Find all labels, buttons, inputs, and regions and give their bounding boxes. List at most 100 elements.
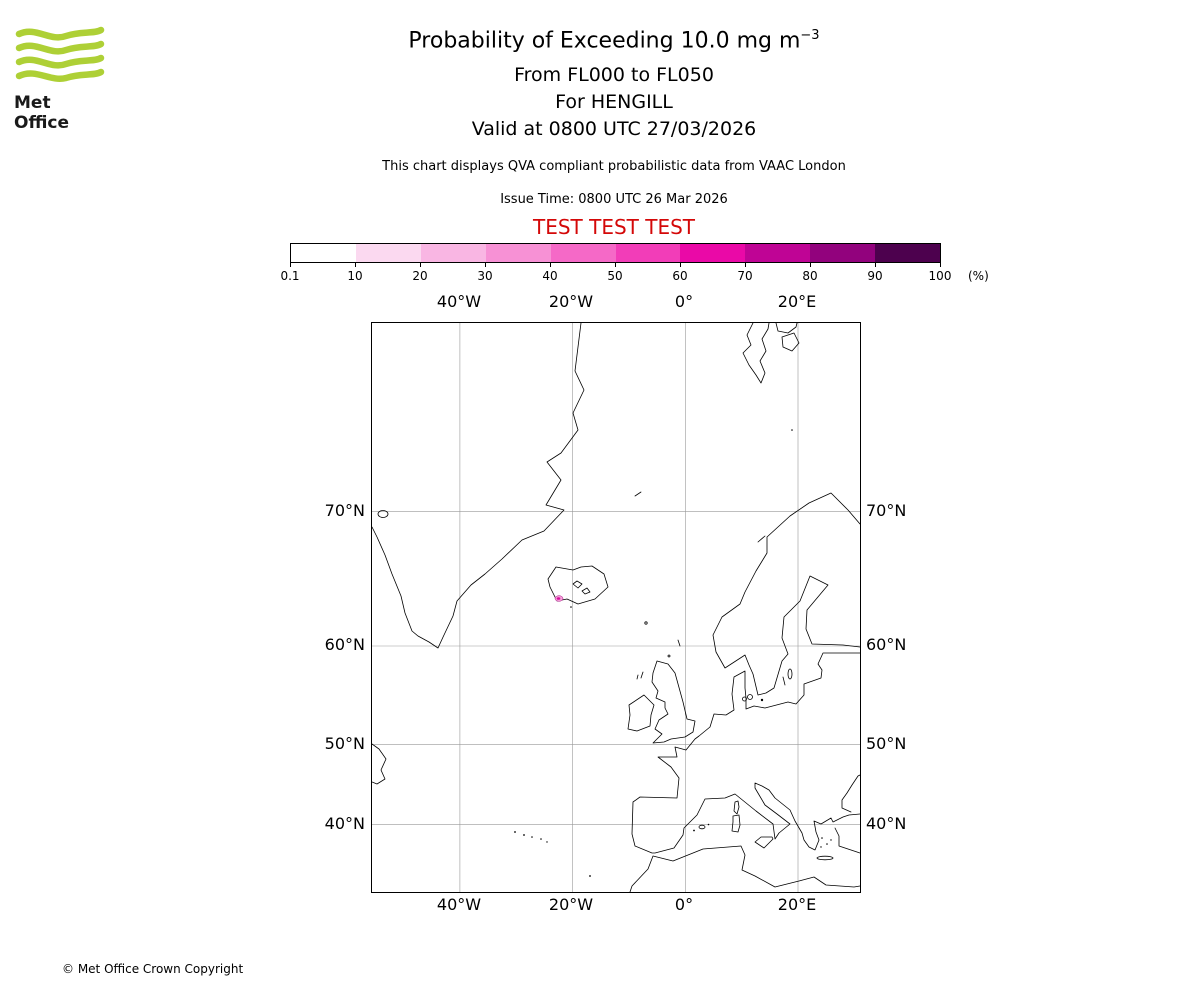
colorbar-tick-label: 50: [607, 269, 623, 283]
subtitle-flight-levels: From FL000 to FL050: [514, 64, 714, 86]
page-title-text: Probability of Exceeding 10.0 mg m: [408, 28, 801, 54]
axis-label-bottom-20e: 20°E: [777, 895, 817, 914]
map-canvas: [371, 322, 861, 893]
colorbar-tick-label: 70: [737, 269, 753, 283]
probability-contour: [554, 595, 564, 602]
island-oland: [782, 676, 786, 686]
axis-label-bottom-40w: 40°W: [436, 895, 482, 914]
island-aegean: [820, 846, 822, 848]
island-faroe: [644, 621, 648, 625]
coastline-svalbard-spitsbergen: [742, 322, 770, 384]
island-edgeoya: [781, 332, 800, 352]
colorbar-segment: [680, 244, 746, 262]
axis-label-right-50n: 50°N: [866, 734, 907, 753]
coastlines: [371, 322, 861, 893]
island-mallorca: [698, 824, 706, 830]
colorbar-tick-label: 10: [347, 269, 363, 283]
axis-label-right-70n: 70°N: [866, 501, 907, 520]
axis-label-left-60n: 60°N: [324, 635, 365, 654]
island-jan-mayen: [634, 491, 642, 497]
coastline-black-sea: [841, 774, 861, 813]
axis-label-bottom-20w: 20°W: [548, 895, 594, 914]
page-title-exponent: −3: [800, 28, 820, 43]
coastline-svalbard-nordaustlandet: [775, 322, 798, 334]
island-menorca: [707, 823, 710, 826]
colorbar-unit-label: (%): [968, 269, 989, 283]
colorbar-tick-label: 0.1: [280, 269, 300, 283]
qva-note: This chart displays QVA compliant probab…: [382, 159, 846, 174]
copyright-notice: © Met Office Crown Copyright: [62, 962, 244, 976]
issue-time: Issue Time: 0800 UTC 26 Mar 2026: [500, 192, 728, 207]
axis-label-left-50n: 50°N: [324, 734, 365, 753]
coastline-turkey-aegean: [834, 827, 861, 854]
colorbar-tick-label: 30: [477, 269, 493, 283]
coastline-europe-mainland: [631, 652, 861, 854]
island-lofoten: [757, 535, 766, 543]
test-banner: TEST TEST TEST: [532, 215, 695, 239]
island-azores: [540, 838, 542, 840]
axis-label-bottom-0: 0°: [674, 895, 694, 914]
colorbar-tick-label: 60: [672, 269, 688, 283]
grid-lines: [372, 323, 860, 892]
island-bornholm: [760, 698, 764, 702]
axis-label-left-40n: 40°N: [324, 814, 365, 833]
island-funen: [742, 696, 747, 702]
island-crete: [816, 855, 834, 861]
axis-label-left-70n: 70°N: [324, 501, 365, 520]
colorbar-segment: [810, 244, 876, 262]
page-title: Probability of Exceeding 10.0 mg m−3: [28, 28, 1200, 53]
coastline-ireland: [627, 694, 655, 732]
island-bear: [791, 429, 793, 431]
island-gotland: [787, 668, 793, 680]
colorbar-segment: [291, 244, 356, 262]
axis-label-top-20w: 20°W: [548, 292, 594, 311]
island-corsica: [733, 800, 740, 815]
axis-label-top-20e: 20°E: [777, 292, 817, 311]
colorbar-segment: [485, 244, 551, 262]
island-ibiza: [693, 829, 695, 832]
coastline-iceland: [547, 565, 609, 605]
coastline-north-africa: [629, 845, 861, 893]
colorbar: [290, 243, 941, 263]
island-shetland: [677, 639, 681, 647]
subtitle-volcano: For HENGILL: [555, 91, 673, 113]
island-azores: [523, 834, 525, 836]
map: [371, 322, 861, 893]
probability-contour-inner: [556, 597, 561, 600]
small-islands: [514, 429, 832, 877]
met-office-logo-waves-icon: [15, 26, 105, 82]
axis-label-top-40w: 40°W: [436, 292, 482, 311]
island-vestmannaeyjar: [570, 606, 572, 608]
colorbar-segment: [420, 244, 486, 262]
island-hebrides: [636, 674, 639, 680]
colorbar-tick-label: 40: [542, 269, 558, 283]
coastline-newfoundland: [371, 743, 387, 785]
met-office-logo-text: Met Office: [14, 93, 70, 133]
subtitle-valid-time: Valid at 0800 UTC 27/03/2026: [471, 118, 757, 140]
island-azores: [514, 831, 516, 833]
glacier-outline-iceland: [581, 587, 591, 595]
island-zealand: [747, 694, 753, 700]
island-aegean: [830, 839, 832, 841]
axis-label-right-60n: 60°N: [866, 635, 907, 654]
coastline-greenland: [371, 322, 585, 649]
island-aegean: [826, 843, 828, 845]
glacier-outline-iceland: [572, 580, 583, 589]
colorbar-tick-label: 90: [867, 269, 883, 283]
island-orkney: [667, 654, 671, 658]
coastline-great-britain: [651, 660, 696, 744]
colorbar-tick-label: 80: [802, 269, 818, 283]
colorbar-segment: [550, 244, 616, 262]
colorbar-tick-label: 100: [928, 269, 952, 283]
coastline-scandinavia: [712, 492, 861, 696]
island-madeira: [589, 875, 591, 877]
colorbar-segment: [355, 244, 421, 262]
axis-label-right-40n: 40°N: [866, 814, 907, 833]
colorbar-segment: [745, 244, 811, 262]
island-disko: [377, 510, 389, 518]
island-aegean: [821, 837, 823, 839]
island-sardinia: [731, 814, 741, 833]
island-azores: [531, 836, 533, 838]
colorbar-tick-label: 20: [412, 269, 428, 283]
